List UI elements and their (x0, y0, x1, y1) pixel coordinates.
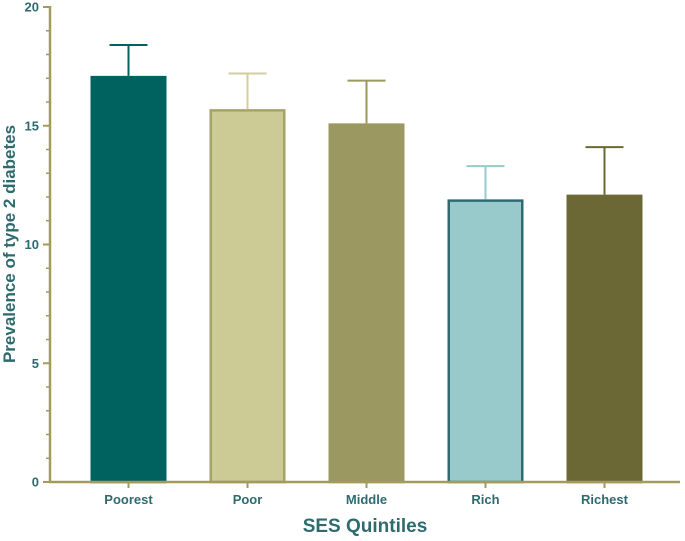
y-ticks-layer: 0 5 10 15 20 (25, 0, 50, 490)
error-bars-layer (109, 44, 624, 200)
x-ticks-layer: Poorest Poor Middle Rich Richest (104, 482, 629, 507)
x-tick-label: Richest (581, 492, 629, 507)
error-bar-rich (466, 165, 505, 200)
x-tick-label: Poor (233, 492, 263, 507)
error-bar-poor (228, 72, 267, 110)
y-tick-label: 20 (25, 0, 39, 15)
y-tick-label: 10 (25, 237, 39, 252)
y-axis-title: Prevalence of type 2 diabetes (0, 125, 19, 363)
error-bar-middle (347, 79, 386, 124)
x-tick-label: Middle (346, 492, 387, 507)
error-bar-poorest (109, 44, 148, 76)
y-tick-label: 0 (32, 475, 39, 490)
bar-rich (447, 199, 524, 484)
bar-poor (209, 109, 286, 484)
bars-layer (90, 75, 643, 484)
x-tick-label: Poorest (104, 492, 153, 507)
x-axis-title: SES Quintiles (303, 516, 428, 537)
bar-middle (328, 123, 405, 484)
x-tick-label: Rich (471, 492, 499, 507)
y-tick-label: 5 (32, 356, 39, 371)
error-bar-richest (585, 146, 624, 195)
y-tick-label: 15 (25, 118, 39, 133)
bar-poorest (90, 75, 167, 484)
bar-richest (566, 194, 643, 484)
